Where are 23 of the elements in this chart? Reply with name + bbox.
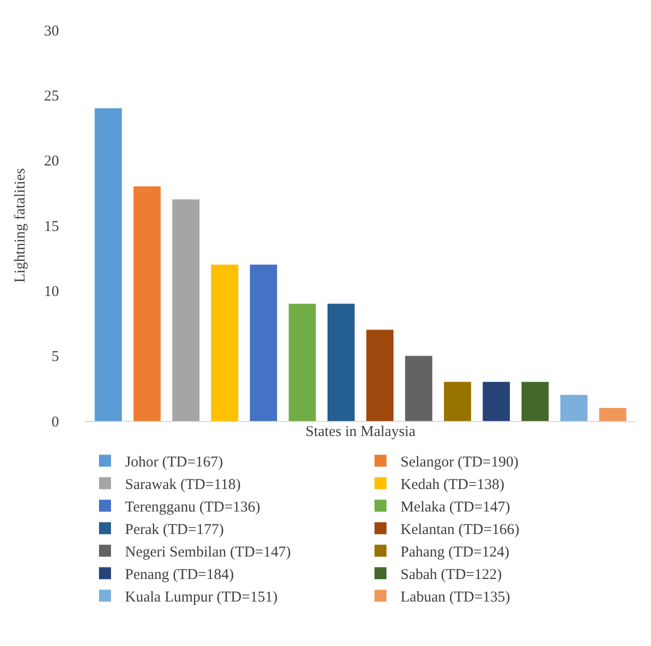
y-tick-label: 25 (44, 88, 59, 104)
y-tick-label: 15 (44, 218, 59, 235)
y-tick-label: 30 (44, 23, 59, 40)
legend-label: Terengganu (TD=136) (125, 500, 260, 516)
y-tick-label: 0 (52, 414, 59, 430)
y-tick-label: 10 (44, 284, 59, 300)
legend-label: Perak (TD=177) (125, 522, 224, 538)
y-tick-label: 20 (44, 154, 59, 170)
legend-label: Negeri Sembilan (TD=147) (125, 544, 291, 561)
legend-label: Pahang (TD=124) (400, 544, 510, 561)
legend-label: Labuan (TD=135) (400, 590, 510, 606)
legend-label: Penang (TD=184) (125, 567, 234, 584)
legend-label: Melaka (TD=147) (400, 500, 510, 516)
legend-label: Selangor (TD=190) (400, 454, 519, 471)
legend-label: Kedah (TD=138) (400, 477, 504, 494)
x-axis-title: States in Malaysia (306, 424, 416, 440)
legend-label: Johor (TD=167) (125, 454, 224, 471)
y-axis-title: Lightning fatalities (12, 168, 28, 283)
legend-label: Kelantan (TD=166) (400, 522, 520, 538)
legend-label: Sabah (TD=122) (400, 567, 502, 584)
legend-label: Kuala Lumpur (TD=151) (125, 590, 278, 606)
legend-label: Sarawak (TD=118) (125, 477, 241, 494)
y-tick-label: 5 (52, 349, 59, 366)
